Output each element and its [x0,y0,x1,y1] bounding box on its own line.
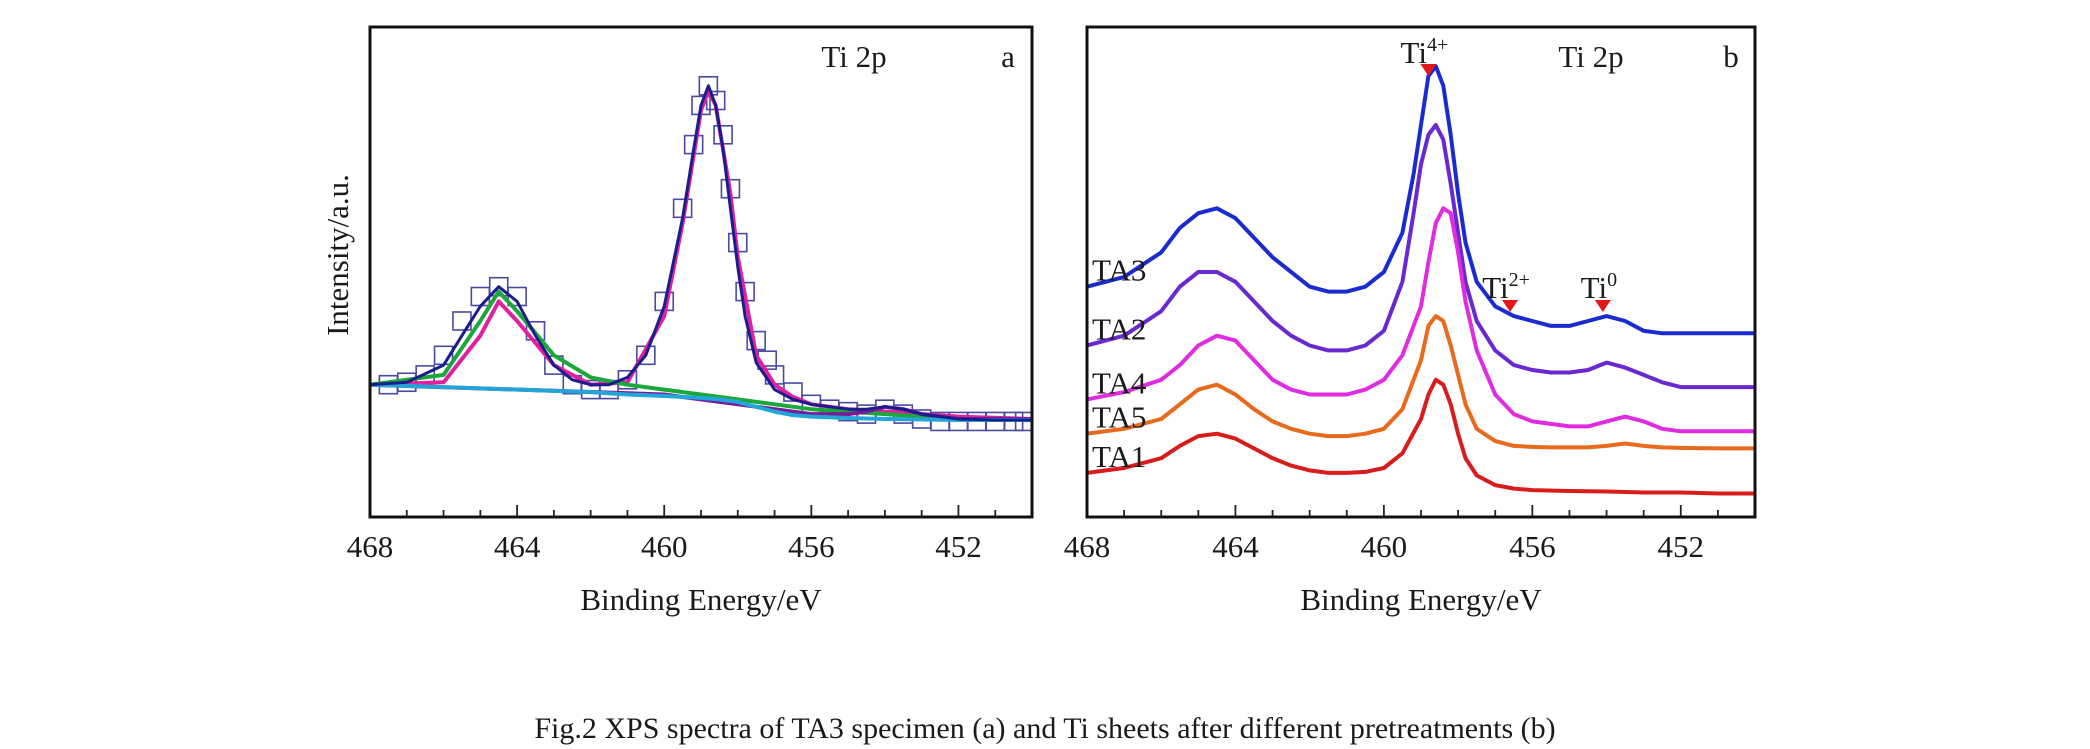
y-axis-label: Intensity/a.u. [320,174,355,336]
panel-title: Ti 2p [821,39,886,74]
x-tick-label: 464 [1212,529,1259,564]
series-line-ta4 [1087,206,1755,434]
series-label-ta1: TA1 [1092,439,1146,474]
x-tick-label: 460 [1361,529,1408,564]
series-line-ta1 [1087,377,1755,496]
series-line-ta3 [1087,64,1755,336]
x-axis-label: Binding Energy/eV [580,582,822,617]
plot-area [370,76,1032,432]
plot-area [1087,64,1755,496]
series-label-ta4: TA4 [1092,365,1147,400]
peak-marker-triangle [1502,300,1519,312]
panel-a: 468 464 460 456 452 Binding Energy/eV Intensit… [320,25,1034,617]
series-line-ta5 [1087,314,1755,451]
x-axis-label: Binding Energy/eV [1300,582,1542,617]
x-tick-label: 452 [1658,529,1705,564]
panel-letter: a [1001,39,1015,74]
peak-marker-triangle [1420,64,1437,76]
x-tick-label: 468 [1064,529,1111,564]
plot-frame [1085,25,1757,519]
raw-data-point [507,286,527,307]
series-label-ta2: TA2 [1092,312,1146,347]
x-tick-label: 452 [935,529,982,564]
peak-annotation: Ti2+ [1482,269,1530,305]
raw-data-point [470,286,491,307]
panel-b: 468 464 460 456 452 Binding Energy/eV Ti 2p b TA… [1064,25,1757,617]
panel-title: Ti 2p [1558,39,1623,74]
peak-annotation: Ti0 [1581,269,1617,305]
fit-line-ti2plus [370,289,1032,421]
figure-caption: Fig.2 XPS spectra of TA3 specimen (a) an… [534,712,1556,745]
series-label-ta5: TA5 [1092,400,1146,435]
x-tick-label: 456 [1509,529,1556,564]
x-tick-label: 468 [347,529,394,564]
fit-envelope-line [370,84,1032,422]
series-line-ta2 [1087,123,1755,390]
fit-line-background [370,382,1032,422]
x-tick-label: 460 [641,529,688,564]
x-tick-label: 464 [494,529,541,564]
fit-line-ti4plus [370,88,1032,421]
peak-marker-triangle [1594,300,1611,312]
panel-letter: b [1723,39,1739,74]
x-tick-label: 456 [788,529,835,564]
series-label-ta3: TA3 [1092,253,1146,288]
plot-frame [368,25,1034,519]
